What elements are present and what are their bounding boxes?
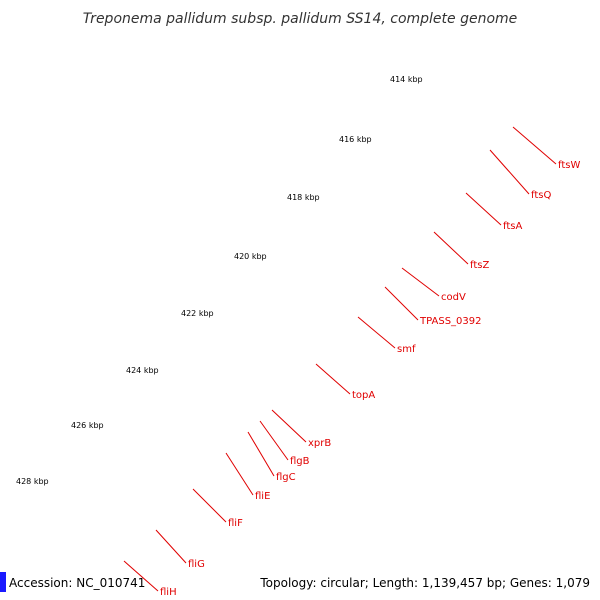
leader-line-6: [357, 316, 396, 349]
tick-label-416: 416 kbp: [339, 135, 372, 144]
gene-label-smf[interactable]: smf: [397, 344, 416, 355]
accession-text: Accession: NC_010741: [9, 576, 145, 590]
gene-label-fliH[interactable]: fliH: [160, 587, 177, 598]
tick-label-428: 428 kbp: [16, 477, 49, 486]
tick-label-422: 422 kbp: [181, 309, 214, 318]
tick-label-418: 418 kbp: [287, 193, 320, 202]
leader-line-4: [401, 267, 440, 297]
gene-label-fliF[interactable]: fliF: [228, 518, 243, 529]
leader-line-1: [489, 149, 530, 195]
tick-label-414: 414 kbp: [390, 75, 423, 84]
leader-line-12: [192, 488, 227, 523]
leader-line-13: [155, 529, 187, 564]
gene-label-codV[interactable]: codV: [441, 292, 466, 303]
leader-line-10: [247, 431, 275, 477]
leader-line-8: [271, 409, 307, 443]
gene-label-xprB[interactable]: xprB: [308, 438, 331, 449]
leader-line-5: [384, 286, 419, 321]
gene-label-topA[interactable]: topA: [352, 390, 375, 401]
gene-label-ftsA[interactable]: ftsA: [503, 221, 522, 232]
leader-line-14: [123, 560, 159, 592]
tick-label-420: 420 kbp: [234, 252, 267, 261]
tick-label-426: 426 kbp: [71, 421, 104, 430]
genome-summary: Topology: circular; Length: 1,139,457 bp…: [259, 576, 590, 590]
leader-line-7: [315, 363, 351, 395]
leader-line-2: [465, 192, 502, 226]
gene-label-ftsZ[interactable]: ftsZ: [470, 260, 489, 271]
leader-line-3: [433, 231, 469, 265]
gene-label-flgC[interactable]: flgC: [276, 472, 296, 483]
gene-label-flgB[interactable]: flgB: [290, 456, 310, 467]
gene-label-TPASS_0392[interactable]: TPASS_0392: [419, 316, 481, 327]
tick-label-424: 424 kbp: [126, 366, 159, 375]
leader-line-0: [512, 126, 557, 165]
gene-label-ftsW[interactable]: ftsW: [558, 160, 580, 171]
leader-line-11: [225, 452, 254, 496]
gene-label-fliG[interactable]: fliG: [188, 559, 205, 570]
leader-line-9: [259, 420, 289, 461]
map-title: Treponema pallidum subsp. pallidum SS14,…: [83, 11, 518, 27]
leader-lines: [123, 126, 557, 592]
gene-label-fliE[interactable]: fliE: [255, 491, 270, 502]
accession-marker: [0, 572, 6, 592]
gene-label-ftsQ[interactable]: ftsQ: [531, 190, 551, 201]
